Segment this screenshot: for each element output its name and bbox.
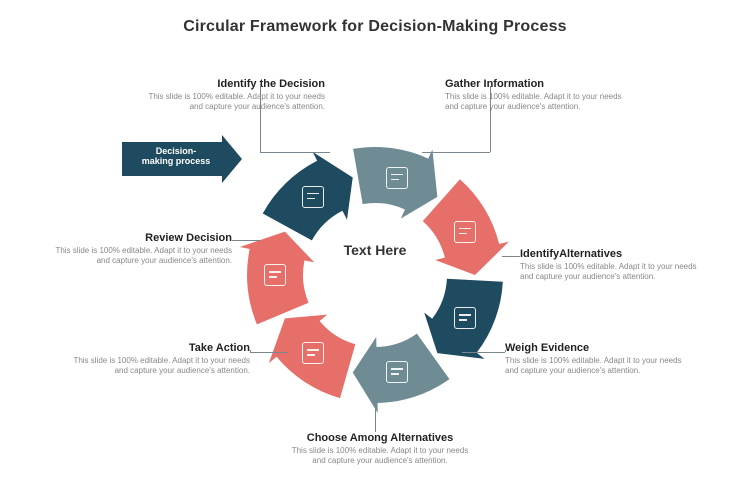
leader-v-0 — [260, 86, 261, 152]
segment-label-6: Review Decision This slide is 100% editab… — [52, 232, 232, 266]
segment-icon-6 — [302, 342, 324, 364]
segment-icon-3 — [454, 221, 476, 243]
leader-v-5 — [250, 350, 251, 352]
segment-label-0: Identify the Decision This slide is 100% … — [145, 78, 325, 112]
segment-label-desc-2: This slide is 100% editable. Adapt it to… — [520, 262, 700, 282]
entry-arrow-label: Decision-making process — [128, 147, 224, 167]
leader-h-6 — [232, 240, 260, 241]
leader-h-5 — [250, 352, 288, 353]
leader-v-1 — [490, 86, 491, 152]
leader-v-3 — [505, 350, 506, 352]
segment-label-title-1: Gather Information — [445, 78, 625, 90]
segment-label-title-3: Weigh Evidence — [505, 342, 685, 354]
segment-label-2: IdentifyAlternatives This slide is 100% e… — [520, 248, 700, 282]
segment-label-title-0: Identify the Decision — [145, 78, 325, 90]
segment-label-desc-5: This slide is 100% editable. Adapt it to… — [70, 356, 250, 376]
segment-icon-2 — [386, 167, 408, 189]
segment-label-1: Gather Information This slide is 100% edi… — [445, 78, 625, 112]
segment-icon-4 — [454, 307, 476, 329]
diagram-stage: Text Here Decision-making processIdentif… — [0, 0, 750, 500]
segment-label-desc-3: This slide is 100% editable. Adapt it to… — [505, 356, 685, 376]
segment-icon-1 — [302, 186, 324, 208]
segment-label-3: Weigh Evidence This slide is 100% editabl… — [505, 342, 685, 376]
segment-label-desc-4: This slide is 100% editable. Adapt it to… — [290, 446, 470, 466]
leader-v-4 — [375, 402, 376, 432]
segment-label-title-2: IdentifyAlternatives — [520, 248, 700, 260]
segment-label-4: Choose Among Alternatives This slide is 1… — [290, 432, 470, 466]
segment-label-desc-6: This slide is 100% editable. Adapt it to… — [52, 246, 232, 266]
segment-label-5: Take Action This slide is 100% editable. … — [70, 342, 250, 376]
leader-h-2 — [502, 256, 520, 257]
segment-label-title-4: Choose Among Alternatives — [290, 432, 470, 444]
segment-icon-0 — [264, 264, 286, 286]
segment-label-title-6: Review Decision — [52, 232, 232, 244]
segment-label-desc-1: This slide is 100% editable. Adapt it to… — [445, 92, 625, 112]
segment-label-title-5: Take Action — [70, 342, 250, 354]
leader-h-3 — [462, 352, 505, 353]
leader-h-0 — [260, 152, 330, 153]
segment-icon-5 — [386, 361, 408, 383]
leader-h-1 — [422, 152, 490, 153]
segment-label-desc-0: This slide is 100% editable. Adapt it to… — [145, 92, 325, 112]
